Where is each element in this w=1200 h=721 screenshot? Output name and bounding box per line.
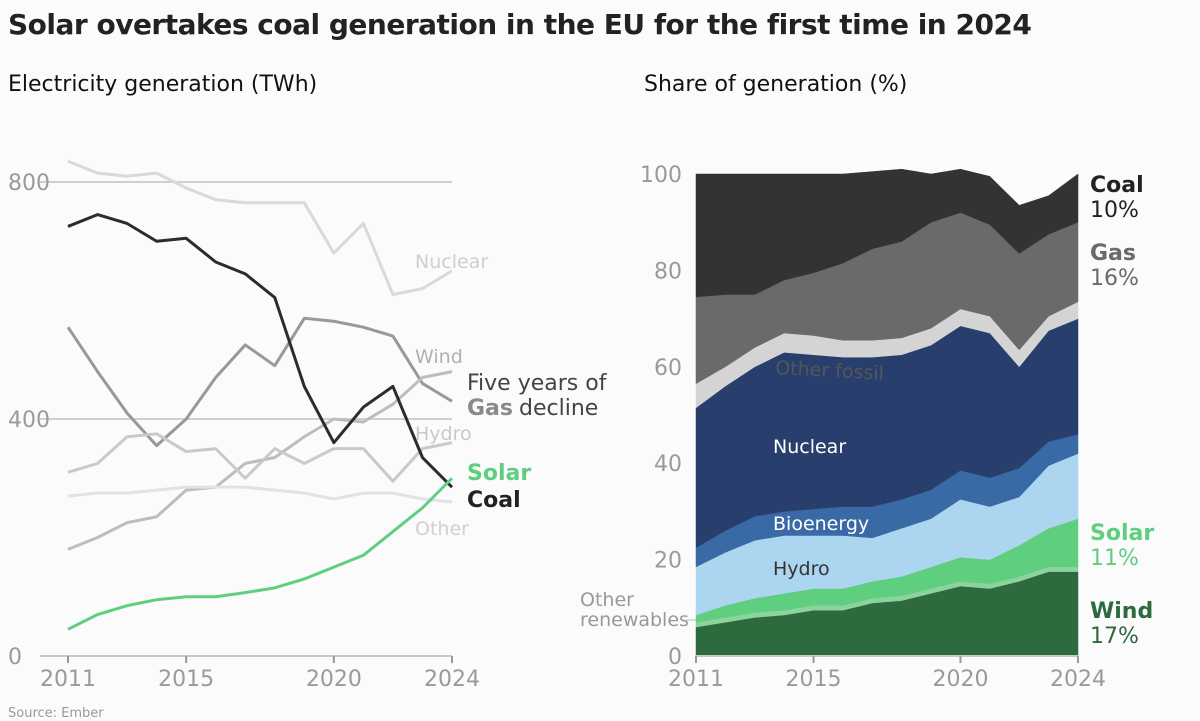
label-other-renewables-1: Other xyxy=(580,589,634,611)
label-gas-area: Gas xyxy=(1090,241,1136,266)
label-gas-pct: 16% xyxy=(1090,266,1139,291)
right-chart-subtitle: Share of generation (%) xyxy=(644,72,908,97)
label-gas-suffix: decline xyxy=(519,396,598,421)
chart-title: Solar overtakes coal generation in the E… xyxy=(8,8,1032,41)
x-tick-2020: 2020 xyxy=(306,667,362,692)
area-y-tick-80: 80 xyxy=(654,259,682,284)
label-solar: Solar xyxy=(467,461,531,486)
area-y-tick-60: 60 xyxy=(654,356,682,381)
label-other: Other xyxy=(415,518,469,540)
area-y-tick-100: 100 xyxy=(640,163,682,188)
label-nuclear: Nuclear xyxy=(415,251,488,273)
label-bioenergy-area: Bioenergy xyxy=(773,513,869,535)
area-coal xyxy=(695,168,1079,298)
area-y-tick-40: 40 xyxy=(654,452,682,477)
label-gas-line2: Gas decline xyxy=(467,396,598,421)
area-y-tick-20: 20 xyxy=(654,549,682,574)
area-x-tick-2011: 2011 xyxy=(668,667,724,692)
label-other-renewables-2: renewables xyxy=(580,609,689,631)
label-wind: Wind xyxy=(415,346,463,368)
x-tick-2015: 2015 xyxy=(158,667,214,692)
series-line-gas xyxy=(66,316,453,448)
series-line-nuclear xyxy=(67,159,453,297)
series-line-coal xyxy=(67,213,454,489)
label-wind-area: Wind xyxy=(1090,599,1153,624)
y-tick-400: 400 xyxy=(8,408,50,433)
series-line-other xyxy=(67,485,453,504)
label-gas-line1: Five years of xyxy=(467,371,608,396)
source-note: Source: Ember xyxy=(8,706,104,721)
y-tick-800: 800 xyxy=(8,171,50,196)
label-hydro: Hydro xyxy=(415,423,472,445)
label-gas-bold: Gas xyxy=(467,396,513,421)
area-x-tick-2024: 2024 xyxy=(1050,667,1106,692)
label-solar-area: Solar xyxy=(1090,521,1154,546)
label-nuclear-area: Nuclear xyxy=(773,436,846,458)
line-chart: 0 400 800 2011 2015 2020 2024 Nuclear Wind Hyd… xyxy=(8,159,608,692)
x-tick-2011: 2011 xyxy=(40,667,96,692)
series-line-wind xyxy=(67,370,453,551)
area-x-tick-2015: 2015 xyxy=(786,667,842,692)
x-tick-2024: 2024 xyxy=(424,667,480,692)
label-solar-pct: 11% xyxy=(1090,546,1139,571)
y-tick-0: 0 xyxy=(8,645,22,670)
label-coal: Coal xyxy=(467,488,521,513)
area-x-tick-2020: 2020 xyxy=(932,667,988,692)
label-wind-pct: 17% xyxy=(1090,624,1139,649)
series-line-solar xyxy=(67,477,454,631)
label-coal-pct: 10% xyxy=(1090,198,1139,223)
label-hydro-area: Hydro xyxy=(773,558,830,580)
label-coal-area: Coal xyxy=(1090,173,1144,198)
left-chart-subtitle: Electricity generation (TWh) xyxy=(8,72,318,97)
area-chart: 0 20 40 60 80 100 2011 2015 2020 2024 Nuclear Bio… xyxy=(580,163,1154,692)
area-y-tick-0: 0 xyxy=(668,645,682,670)
series-line-hydro xyxy=(67,432,453,483)
